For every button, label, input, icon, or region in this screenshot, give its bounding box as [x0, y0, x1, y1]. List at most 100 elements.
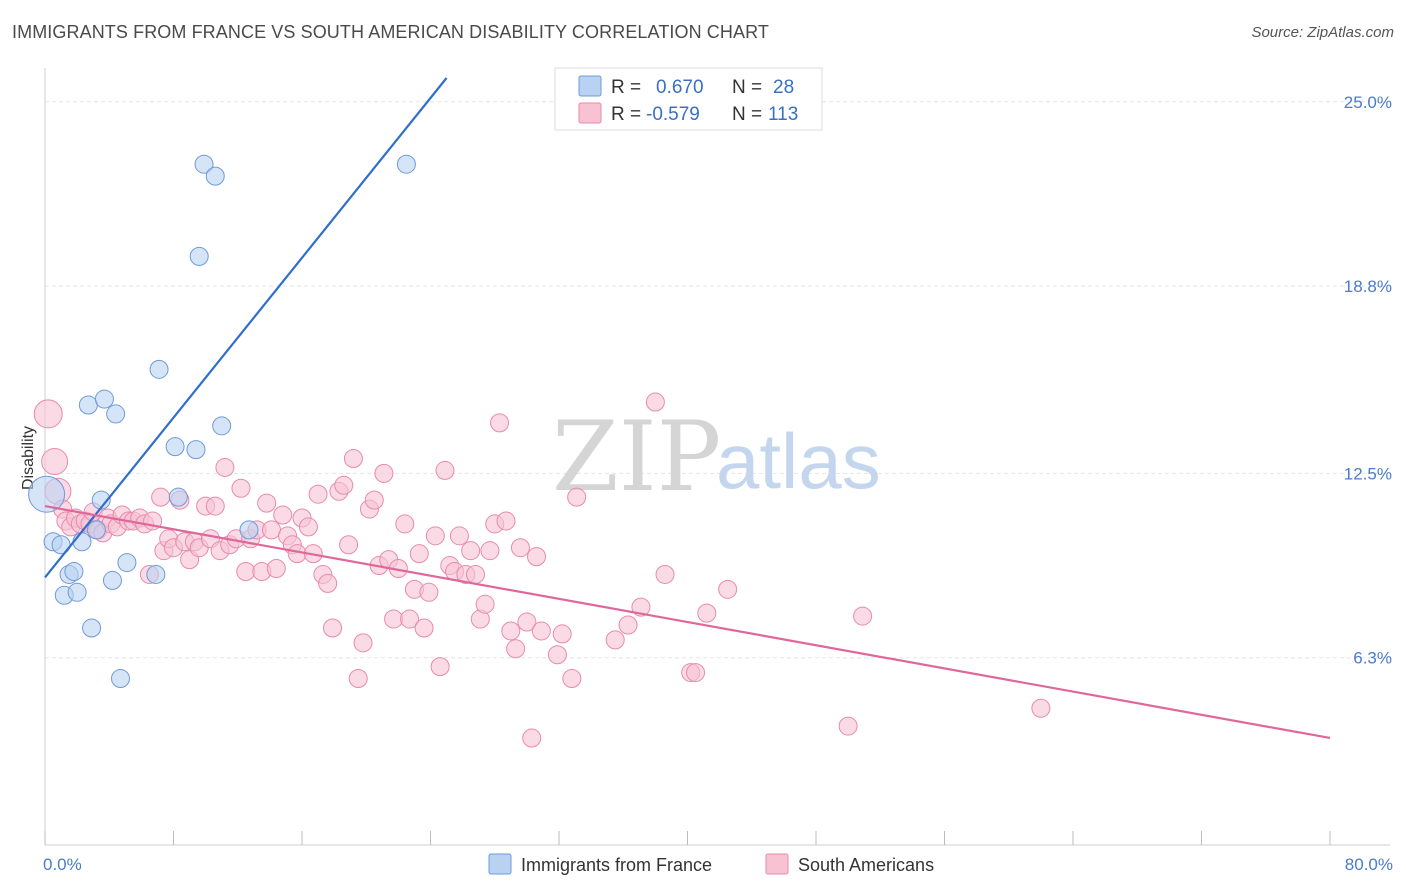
legend-france-n-value: 28 — [773, 77, 794, 98]
bottom-legend-swatch-sa — [765, 853, 789, 875]
france-point — [94, 389, 114, 409]
south-american-point — [838, 716, 858, 736]
legend-sa-r-label: R = — [611, 104, 641, 125]
legend-swatch-sa — [578, 102, 602, 124]
south-american-point — [414, 618, 434, 638]
y-tick-label: 18.8% — [1344, 277, 1392, 296]
france-point — [86, 520, 106, 540]
south-american-point — [552, 624, 572, 644]
south-american-point — [490, 413, 510, 433]
south-american-point — [1031, 698, 1051, 718]
south-american-point — [506, 639, 526, 659]
france-point — [82, 618, 102, 638]
france-point — [239, 520, 259, 540]
france-point — [165, 437, 185, 457]
south-american-point — [41, 448, 69, 475]
x-tick-labels: 0.0% 80.0% — [43, 855, 1393, 874]
south-american-point — [531, 621, 551, 641]
south-american-point — [425, 526, 445, 546]
source-label: Source: ZipAtlas.com — [1251, 24, 1394, 41]
south-american-point — [631, 597, 651, 617]
south-american-point — [364, 490, 384, 510]
south-american-point — [645, 392, 665, 412]
series-legend: Immigrants from France South Americans — [488, 853, 934, 875]
south-american-point — [236, 561, 256, 581]
south-american-point — [205, 496, 225, 516]
south-american-point — [562, 669, 582, 689]
south-american-point — [605, 630, 625, 650]
south-american-point — [480, 541, 500, 561]
south-american-point — [151, 487, 171, 507]
france-point — [64, 561, 84, 581]
watermark: ZIP atlas — [552, 401, 881, 513]
south-american-point — [409, 544, 429, 564]
south-american-point — [501, 621, 521, 641]
chart-title: IMMIGRANTS FROM FRANCE VS SOUTH AMERICAN… — [12, 22, 769, 42]
south-american-point — [461, 541, 481, 561]
south-american-point — [348, 669, 368, 689]
south-american-point — [323, 618, 343, 638]
series-immigrants-from-france — [28, 154, 416, 689]
trend-lines — [44, 77, 1331, 740]
watermark-atlas: atlas — [716, 417, 881, 505]
south-american-point — [395, 514, 415, 534]
france-point — [212, 416, 232, 436]
france-point — [28, 475, 66, 513]
legend-sa-n-label: N = — [732, 104, 762, 125]
x-tick-label: 80.0% — [1345, 855, 1393, 874]
south-american-point — [343, 449, 363, 469]
south-american-point — [318, 573, 338, 593]
legend-sa-r-value: -0.579 — [646, 104, 700, 125]
south-american-point — [266, 559, 286, 579]
south-american-point — [475, 594, 495, 614]
south-american-point — [618, 615, 638, 635]
south-american-point — [430, 657, 450, 677]
south-american-point — [567, 487, 587, 507]
france-point — [194, 154, 214, 174]
south-american-point — [718, 579, 738, 599]
grid-lines — [45, 101, 1390, 659]
x-tick-label: 0.0% — [43, 855, 82, 874]
south-american-point — [353, 633, 373, 653]
south-american-point — [384, 609, 404, 629]
bottom-legend-swatch-france — [488, 853, 512, 875]
france-point — [110, 669, 130, 689]
france-point — [106, 404, 126, 424]
south-american-point — [517, 612, 537, 632]
south-american-trend-line — [44, 505, 1331, 740]
legend-sa-n-value: 113 — [768, 104, 798, 125]
france-point — [117, 553, 137, 573]
south-american-point — [298, 517, 318, 537]
france-point — [149, 359, 169, 379]
france-point — [67, 582, 87, 602]
legend-france-r-label: R = — [611, 77, 641, 98]
south-american-point — [231, 478, 251, 498]
south-american-point — [655, 564, 675, 584]
france-point — [186, 440, 206, 460]
south-american-point — [215, 457, 235, 477]
south-american-point — [697, 603, 717, 623]
south-american-point — [419, 582, 439, 602]
france-point — [78, 395, 98, 415]
south-american-point — [547, 645, 567, 665]
france-point — [205, 166, 225, 186]
south-american-point — [33, 399, 63, 429]
y-tick-label: 6.3% — [1353, 649, 1392, 668]
france-point — [146, 564, 166, 584]
legend-france-r-value: 0.670 — [656, 77, 704, 98]
france-point — [72, 532, 92, 552]
france-point — [189, 246, 209, 266]
series-south-americans — [33, 392, 1051, 748]
south-american-point — [510, 538, 530, 558]
south-american-point — [339, 535, 359, 555]
correlation-legend: R = 0.670 N = 28 R = -0.579 N = 113 — [554, 67, 823, 131]
south-american-point — [374, 463, 394, 483]
bottom-legend-france-label: Immigrants from France — [521, 855, 712, 875]
france-point — [168, 487, 188, 507]
south-american-point — [496, 511, 516, 531]
south-american-point — [400, 609, 420, 629]
south-american-point — [261, 520, 281, 540]
south-american-point — [527, 547, 547, 567]
legend-swatch-france — [578, 75, 602, 97]
